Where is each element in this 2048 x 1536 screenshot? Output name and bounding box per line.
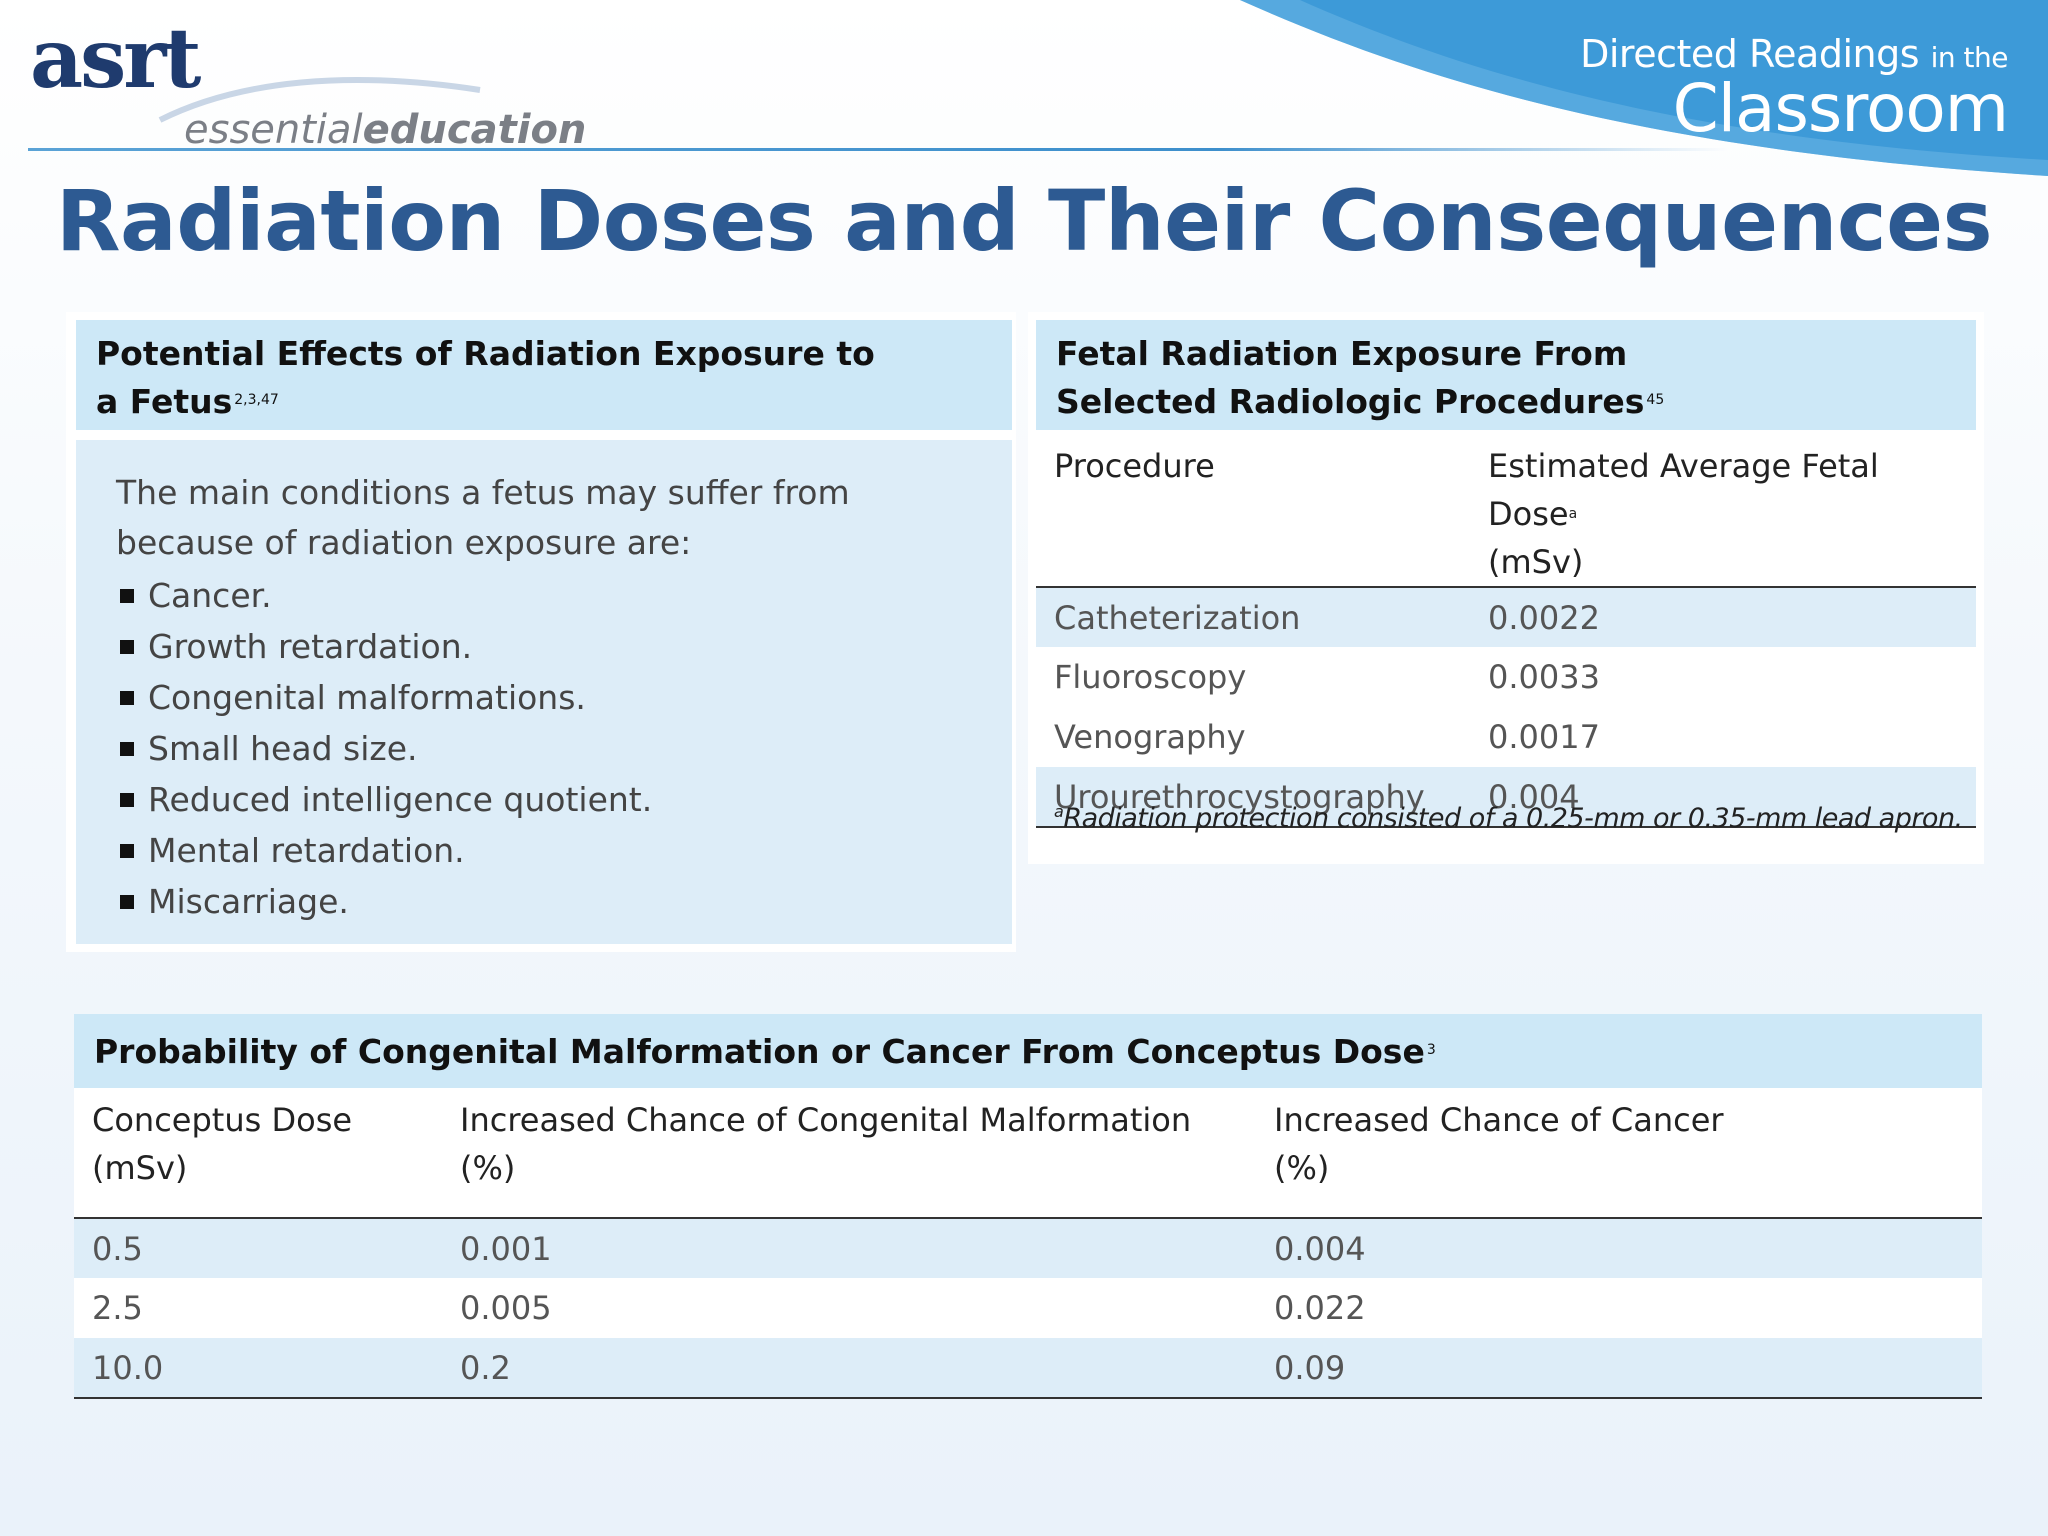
table-row: Fluoroscopy 0.0033 <box>1036 647 1976 707</box>
list-item: Reduced intelligence quotient. <box>116 774 976 825</box>
heading-line2: a Fetus <box>96 382 233 421</box>
column-header-text: Increased Chance of Cancer <box>1274 1101 1724 1139</box>
column-header-cancer: Increased Chance of Cancer (%) <box>1256 1088 1982 1218</box>
table-row: 10.0 0.2 0.09 <box>74 1338 1982 1398</box>
probability-panel: Probability of Congenital Malformation o… <box>66 1010 1986 1402</box>
square-bullet-icon <box>120 895 134 909</box>
list-item-text: Cancer. <box>148 576 272 615</box>
square-bullet-icon <box>120 742 134 756</box>
logo-tagline: essentialeducation <box>184 110 586 150</box>
square-bullet-icon <box>120 589 134 603</box>
fetus-conditions-list: Cancer. Growth retardation. Congenital m… <box>116 570 976 927</box>
probability-heading: Probability of Congenital Malformation o… <box>74 1014 1982 1088</box>
procedure-cell: Venography <box>1054 718 1246 756</box>
column-header-unit: (%) <box>1274 1149 1330 1187</box>
footnote-marker: a <box>1054 802 1064 821</box>
column-header-text: Procedure <box>1054 447 1215 485</box>
table-row: Venography 0.0017 <box>1036 707 1976 767</box>
list-item: Congenital malformations. <box>116 672 976 723</box>
program-name-small: in the <box>1930 41 2009 74</box>
malformation-cell: 0.005 <box>460 1289 552 1327</box>
program-name-line1: Directed Readings in the <box>1580 32 2008 76</box>
dose-cell: 10.0 <box>74 1338 442 1398</box>
list-item: Mental retardation. <box>116 825 976 876</box>
dose-cell: 0.5 <box>74 1218 442 1278</box>
malformation-cell: 0.001 <box>442 1218 1256 1278</box>
list-item-text: Reduced intelligence quotient. <box>148 780 653 819</box>
column-header-unit: (%) <box>460 1149 516 1187</box>
list-item: Growth retardation. <box>116 621 976 672</box>
footnote-marker: a <box>1568 506 1578 522</box>
square-bullet-icon <box>120 691 134 705</box>
list-item-text: Congenital malformations. <box>148 678 586 717</box>
list-item: Miscarriage. <box>116 876 976 927</box>
table-header-row: Procedure Estimated Average Fetal Dosea (… <box>1036 434 1976 587</box>
list-item-text: Miscarriage. <box>148 882 349 921</box>
table-footnote: aRadiation protection consisted of a 0.2… <box>1054 802 1974 834</box>
footnote-text: Radiation protection consisted of a 0.25… <box>1063 803 1963 834</box>
column-header-text: Estimated Average Fetal Dose <box>1488 447 1879 533</box>
square-bullet-icon <box>120 793 134 807</box>
page-title: Radiation Doses and Their Consequences <box>55 172 1993 270</box>
procedure-cell: Catheterization <box>1036 587 1470 647</box>
logo-wordmark: asrt <box>30 11 201 107</box>
program-name-line2: Classroom <box>1672 70 2009 147</box>
fetal-exposure-panel: Fetal Radiation Exposure From Selected R… <box>1028 312 1984 864</box>
column-header-unit: (mSv) <box>92 1149 188 1187</box>
list-item-text: Mental retardation. <box>148 831 465 870</box>
heading-text: Probability of Congenital Malformation o… <box>94 1032 1425 1071</box>
table-header-row: Conceptus Dose (mSv) Increased Chance of … <box>74 1088 1982 1218</box>
cancer-cell: 0.022 <box>1274 1289 1366 1327</box>
dose-cell: 2.5 <box>92 1289 143 1327</box>
fetus-effects-body: The main conditions a fetus may suffer f… <box>76 440 1012 944</box>
column-header-malformation: Increased Chance of Congenital Malformat… <box>442 1088 1256 1218</box>
column-header-dose: Estimated Average Fetal Dosea (mSv) <box>1470 434 1976 587</box>
list-item: Cancer. <box>116 570 976 621</box>
list-item-text: Growth retardation. <box>148 627 473 666</box>
cancer-cell: 0.09 <box>1256 1338 1982 1398</box>
fetal-exposure-heading: Fetal Radiation Exposure From Selected R… <box>1036 320 1976 430</box>
dose-cell: 0.0022 <box>1470 587 1976 647</box>
column-header-conceptus-dose: Conceptus Dose (mSv) <box>74 1088 442 1218</box>
heading-reference: 2,3,47 <box>234 392 279 408</box>
fetus-intro-text: The main conditions a fetus may suffer f… <box>116 473 850 562</box>
procedure-cell: Fluoroscopy <box>1054 658 1247 696</box>
table-row: 2.5 0.005 0.022 <box>74 1278 1982 1338</box>
square-bullet-icon <box>120 640 134 654</box>
column-header-text: Increased Chance of Congenital Malformat… <box>460 1101 1192 1139</box>
cancer-cell: 0.004 <box>1256 1218 1982 1278</box>
fetus-effects-panel: Potential Effects of Radiation Exposure … <box>66 312 1016 952</box>
logo-tagline-bold: education <box>362 107 587 153</box>
square-bullet-icon <box>120 844 134 858</box>
fetus-effects-heading: Potential Effects of Radiation Exposure … <box>76 320 1012 430</box>
table-row: Urourethrocystography 0.004 <box>1036 767 1976 827</box>
column-header-unit: (mSv) <box>1488 543 1584 581</box>
malformation-cell: 0.2 <box>442 1338 1256 1398</box>
asrt-logo: asrt essentialeducation <box>30 11 590 150</box>
heading-line2: Selected Radiologic Procedures <box>1056 382 1645 421</box>
table-row: 0.5 0.001 0.004 <box>74 1218 1982 1278</box>
column-header-procedure: Procedure <box>1036 434 1470 587</box>
dose-cell: 0.0017 <box>1488 718 1600 756</box>
probability-table: Conceptus Dose (mSv) Increased Chance of … <box>74 1088 1982 1399</box>
fetal-dose-table: Procedure Estimated Average Fetal Dosea(… <box>1036 434 1976 828</box>
logo-tagline-light: essential <box>184 107 363 153</box>
header-wave <box>1240 0 2048 176</box>
column-header-text: Conceptus Dose <box>92 1101 353 1139</box>
list-item: Small head size. <box>116 723 976 774</box>
list-item-text: Small head size. <box>148 729 418 768</box>
heading-line1: Potential Effects of Radiation Exposure … <box>96 334 875 373</box>
logo-swoosh-icon <box>158 77 481 123</box>
header-divider <box>28 148 1728 151</box>
dose-cell: 0.004 <box>1470 767 1976 827</box>
table-row: Catheterization 0.0022 <box>1036 587 1976 647</box>
heading-line1: Fetal Radiation Exposure From <box>1056 334 1628 373</box>
heading-reference: 3 <box>1426 1042 1436 1058</box>
program-name-main: Directed Readings <box>1580 32 1920 76</box>
procedure-cell: Urourethrocystography <box>1036 767 1470 827</box>
heading-reference: 45 <box>1646 392 1665 408</box>
dose-cell: 0.0033 <box>1488 658 1600 696</box>
